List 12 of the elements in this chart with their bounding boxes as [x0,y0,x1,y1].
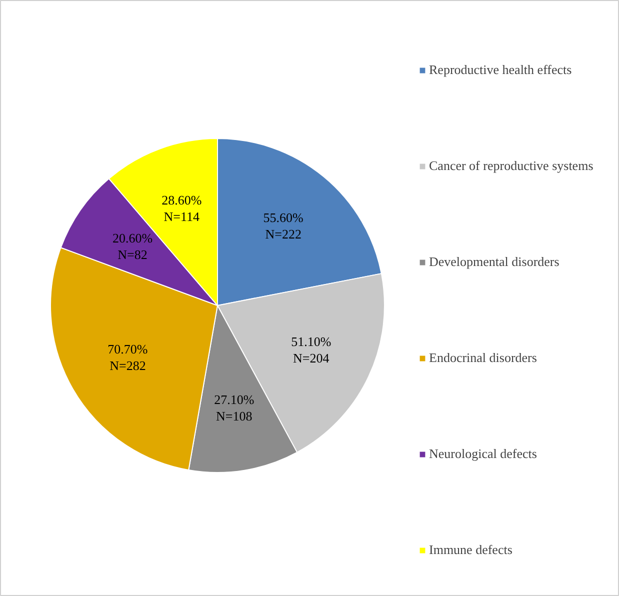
data-label: 70.70% N=282 [108,341,148,373]
data-label: 55.60% N=222 [263,210,304,242]
legend-label: Developmental disorders [429,253,560,271]
legend-label: Endocrinal disorders [429,349,537,367]
data-label: 27.10% N=108 [214,392,254,424]
legend-label: Neurological defects [429,445,537,463]
data-label: 28.60% N=114 [162,192,202,224]
legend-label: Immune defects [429,541,512,559]
data-label: 20.60% N=82 [112,230,153,262]
data-label: 51.10% N=204 [291,334,332,366]
legend-label: Cancer of reproductive systems [429,157,594,175]
legend-label: Reproductive health effects [429,61,572,79]
